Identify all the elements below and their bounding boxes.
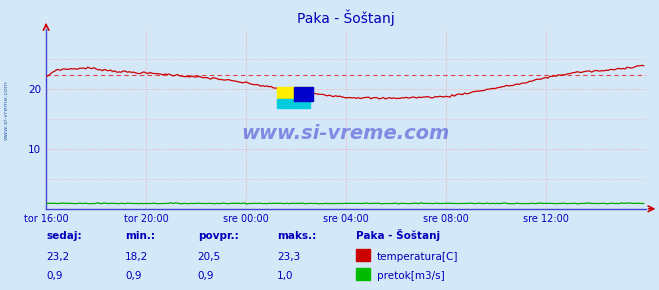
Bar <box>293 87 313 101</box>
Text: pretok[m3/s]: pretok[m3/s] <box>377 271 445 281</box>
Text: 0,9: 0,9 <box>46 271 63 281</box>
Text: 0,9: 0,9 <box>198 271 214 281</box>
Text: 20,5: 20,5 <box>198 251 221 262</box>
Text: sedaj:: sedaj: <box>46 231 82 241</box>
Text: maks.:: maks.: <box>277 231 316 241</box>
Text: 18,2: 18,2 <box>125 251 148 262</box>
Title: Paka - Šoštanj: Paka - Šoštanj <box>297 10 395 26</box>
Text: 23,2: 23,2 <box>46 251 69 262</box>
Text: povpr.:: povpr.: <box>198 231 239 241</box>
Text: 23,3: 23,3 <box>277 251 300 262</box>
Text: www.si-vreme.com: www.si-vreme.com <box>3 80 9 140</box>
Text: temperatura[C]: temperatura[C] <box>377 251 459 262</box>
Bar <box>277 87 310 101</box>
Text: 0,9: 0,9 <box>125 271 142 281</box>
Text: Paka - Šoštanj: Paka - Šoštanj <box>356 229 440 241</box>
Bar <box>277 99 310 108</box>
Text: 1,0: 1,0 <box>277 271 293 281</box>
Text: min.:: min.: <box>125 231 156 241</box>
Text: www.si-vreme.com: www.si-vreme.com <box>242 124 450 143</box>
